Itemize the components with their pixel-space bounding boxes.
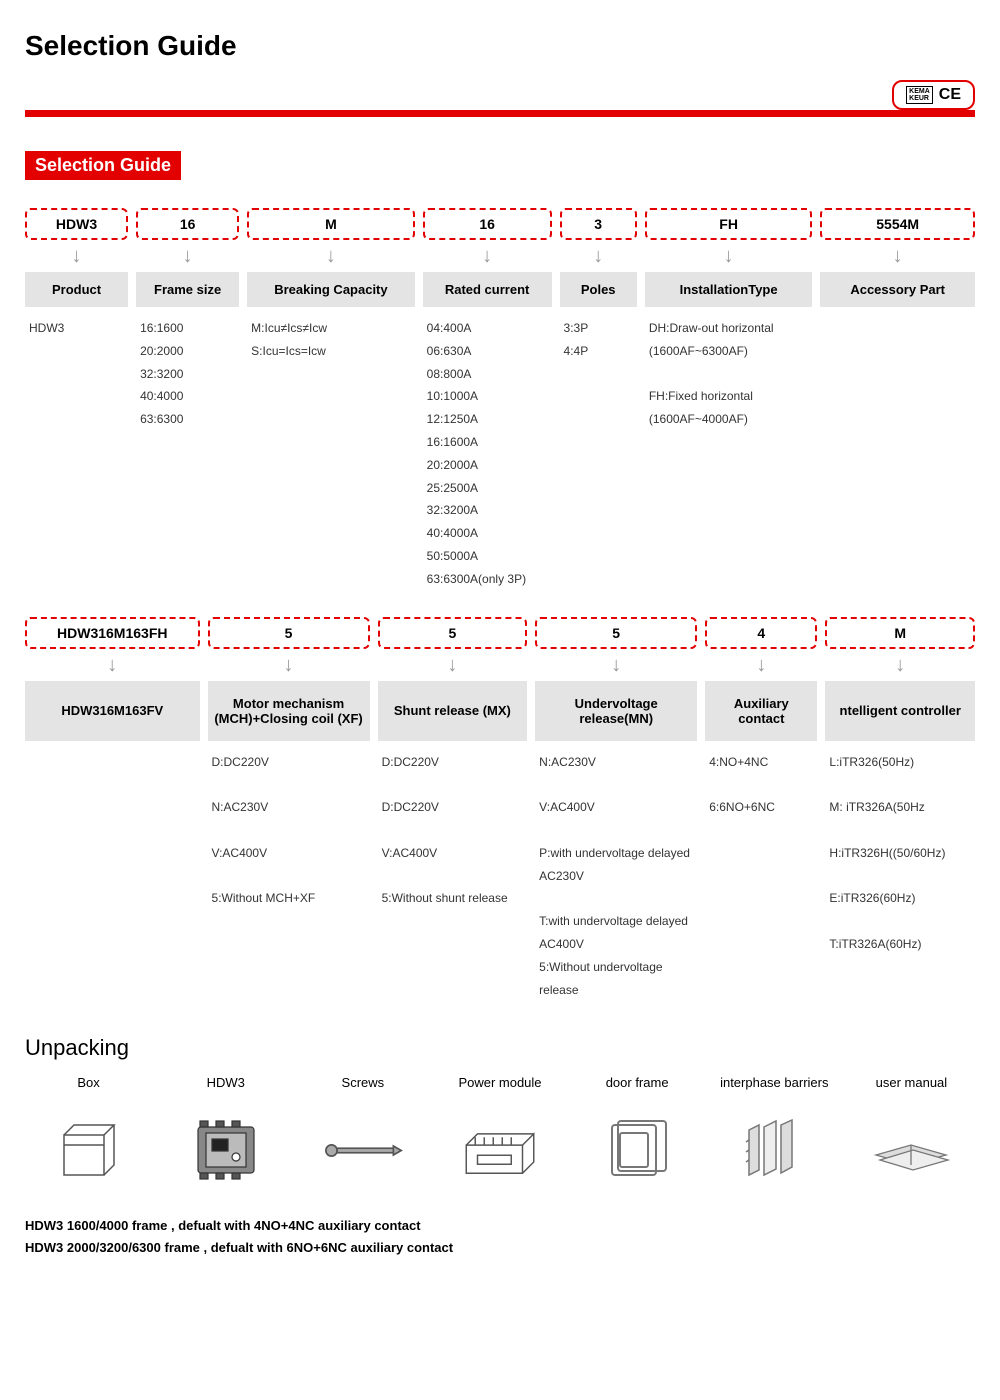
arrow-down-icon: ↓ <box>378 655 528 675</box>
arrow-down-icon: ↓ <box>825 655 975 675</box>
box-icon <box>25 1115 152 1185</box>
selection-row-1: HDW3 ↓ Product HDW3 16 ↓ Frame size 16:1… <box>25 208 975 591</box>
unpack-label: Box <box>25 1075 152 1105</box>
arrow-down-icon: ↓ <box>820 246 975 266</box>
code-box: M <box>825 617 975 649</box>
col-header: Product <box>25 272 128 307</box>
code-box: 4 <box>705 617 817 649</box>
code-box: 5 <box>378 617 528 649</box>
col-header: Accessory Part <box>820 272 975 307</box>
page-title: Selection Guide <box>25 30 975 62</box>
unpack-item-box: Box <box>25 1075 152 1185</box>
col-values: DH:Draw-out horizontal (1600AF~6300AF) F… <box>645 317 813 431</box>
arrow-down-icon: ↓ <box>136 246 239 266</box>
col-header: InstallationType <box>645 272 813 307</box>
col-values: 04:400A06:630A08:800A10:1000A12:1250A16:… <box>423 317 552 591</box>
arrow-down-icon: ↓ <box>560 246 637 266</box>
arrow-down-icon: ↓ <box>535 655 697 675</box>
arrow-down-icon: ↓ <box>25 246 128 266</box>
power-module-icon <box>436 1115 563 1185</box>
arrow-down-icon: ↓ <box>208 655 370 675</box>
code-box: HDW316M163FH <box>25 617 200 649</box>
code-box: FH <box>645 208 813 240</box>
col-header: Auxiliary contact <box>705 681 817 741</box>
col-values: M:Icu≠Ics≠IcwS:Icu=Ics=Icw <box>247 317 415 363</box>
manual-icon <box>848 1115 975 1185</box>
barriers-icon <box>711 1115 838 1185</box>
unpack-item-barriers: interphase barriers <box>711 1075 838 1185</box>
col-values: 4:NO+4NC 6:6NO+6NC <box>705 751 817 819</box>
arrow-down-icon: ↓ <box>645 246 813 266</box>
unpacking-title: Unpacking <box>25 1035 975 1061</box>
code-box: M <box>247 208 415 240</box>
unpack-label: interphase barriers <box>711 1075 838 1105</box>
col-values: L:iTR326(50Hz) M: iTR326A(50Hz H:iTR326H… <box>825 751 975 956</box>
screw-icon <box>299 1115 426 1185</box>
unpack-item-manual: user manual <box>848 1075 975 1185</box>
code-box: 16 <box>136 208 239 240</box>
code-box: 5 <box>208 617 370 649</box>
unpack-item-screws: Screws <box>299 1075 426 1185</box>
arrow-down-icon: ↓ <box>705 655 817 675</box>
code-box: 5554M <box>820 208 975 240</box>
unpack-item-hdw3: HDW3 <box>162 1075 289 1185</box>
unpack-item-power: Power module <box>436 1075 563 1185</box>
col-values: HDW3 <box>25 317 128 340</box>
col-values: N:AC230V V:AC400V P:with undervoltage de… <box>535 751 697 1002</box>
section-header: Selection Guide <box>25 151 181 180</box>
code-box: HDW3 <box>25 208 128 240</box>
col-header: Rated current <box>423 272 552 307</box>
col-header: Poles <box>560 272 637 307</box>
red-divider <box>25 110 975 117</box>
arrow-down-icon: ↓ <box>25 655 200 675</box>
code-box: 3 <box>560 208 637 240</box>
footnote-line: HDW3 1600/4000 frame , defualt with 4NO+… <box>25 1215 975 1237</box>
arrow-down-icon: ↓ <box>423 246 552 266</box>
unpack-label: Screws <box>299 1075 426 1105</box>
unpacking-row: Box HDW3 Screws Power module <box>25 1075 975 1185</box>
col-values: 3:3P4:4P <box>560 317 637 363</box>
col-header: Motor mechanism (MCH)+Closing coil (XF) <box>208 681 370 741</box>
col-header: Frame size <box>136 272 239 307</box>
door-frame-icon <box>574 1115 701 1185</box>
footnotes: HDW3 1600/4000 frame , defualt with 4NO+… <box>25 1215 975 1259</box>
selection-row-2: HDW316M163FH ↓ HDW316M163FV 5 ↓ Motor me… <box>25 617 975 1002</box>
code-box: 16 <box>423 208 552 240</box>
footnote-line: HDW3 2000/3200/6300 frame , defualt with… <box>25 1237 975 1259</box>
col-header: Breaking Capacity <box>247 272 415 307</box>
unpack-label: Power module <box>436 1075 563 1105</box>
unpack-label: door frame <box>574 1075 701 1105</box>
unpack-label: HDW3 <box>162 1075 289 1105</box>
code-box: 5 <box>535 617 697 649</box>
col-header: HDW316M163FV <box>25 681 200 741</box>
breaker-icon <box>162 1115 289 1185</box>
col-values: D:DC220V N:AC230V V:AC400V 5:Without MCH… <box>208 751 370 911</box>
cert-badge: KEMAKEUR CE <box>892 80 975 110</box>
col-values: D:DC220V D:DC220V V:AC400V 5:Without shu… <box>378 751 528 911</box>
ce-mark: CE <box>939 86 961 104</box>
kema-mark: KEMAKEUR <box>906 86 933 104</box>
col-header: ntelligent controller <box>825 681 975 741</box>
unpack-item-doorframe: door frame <box>574 1075 701 1185</box>
col-header: Undervoltage release(MN) <box>535 681 697 741</box>
arrow-down-icon: ↓ <box>247 246 415 266</box>
col-values: 16:160020:200032:320040:400063:6300 <box>136 317 239 431</box>
unpack-label: user manual <box>848 1075 975 1105</box>
col-header: Shunt release (MX) <box>378 681 528 741</box>
